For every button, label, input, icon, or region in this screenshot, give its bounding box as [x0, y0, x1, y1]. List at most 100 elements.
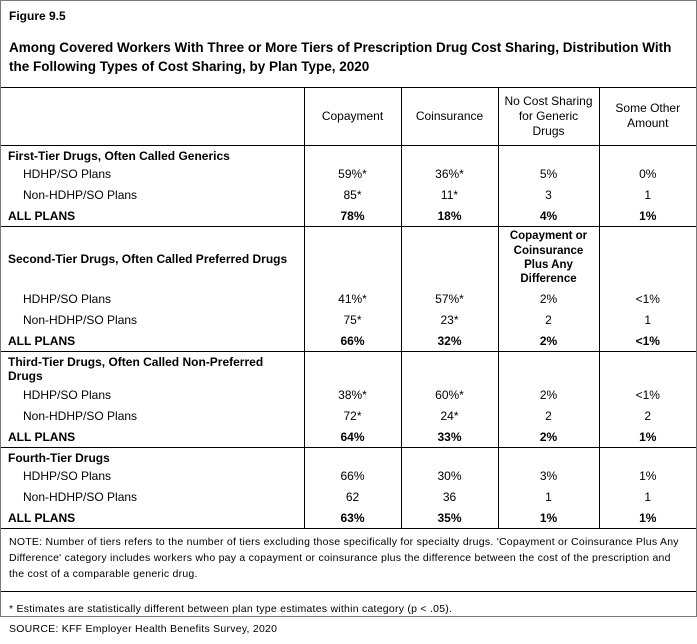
notes-divider: [1, 590, 696, 592]
empty-cell: [303, 447, 401, 466]
row-label: Non-HDHP/SO Plans: [23, 188, 138, 203]
cell-value: 72*: [303, 405, 401, 427]
section-header-row: Fourth-Tier Drugs: [1, 447, 696, 466]
section-header-row: First-Tier Drugs, Often Called Generics: [1, 145, 696, 164]
page-title: Among Covered Workers With Three or More…: [9, 40, 672, 74]
cell-value: 1%: [598, 426, 696, 448]
table-row: HDHP/SO Plans 41%* 57%* 2% <1%: [1, 288, 696, 310]
table-body: First-Tier Drugs, Often Called Generics H…: [1, 145, 696, 530]
table-row: ALL PLANS 66% 32% 2% <1%: [1, 330, 696, 353]
cell-value: 2: [497, 309, 599, 331]
cell-value: 24*: [400, 405, 498, 427]
table-row: Non-HDHP/SO Plans 85* 11* 3 1: [1, 184, 696, 206]
cell-value: 60%*: [400, 384, 498, 406]
cell-value: 66%: [303, 465, 401, 487]
cell-value: 1: [598, 486, 696, 508]
cell-value: 38%*: [303, 384, 401, 406]
empty-cell: [400, 351, 498, 385]
table-row: HDHP/SO Plans 66% 30% 3% 1%: [1, 465, 696, 487]
cell-value: 35%: [400, 507, 498, 530]
column-header-row: Copayment Coinsurance No Cost Sharing fo…: [1, 87, 696, 146]
cell-value: 32%: [400, 330, 498, 353]
asterisk-note: * Estimates are statistically different …: [9, 602, 453, 615]
cell-value: 36%*: [400, 163, 498, 185]
row-label: Non-HDHP/SO Plans: [23, 490, 138, 505]
cell-value: 1: [598, 309, 696, 331]
title-block: Figure 9.5 Among Covered Workers With Th…: [1, 1, 696, 87]
figure-label: Figure 9.5: [9, 9, 66, 23]
cell-value: 75*: [303, 309, 401, 331]
cell-value: <1%: [598, 384, 696, 406]
empty-cell: [303, 226, 401, 289]
table-row: HDHP/SO Plans 59%* 36%* 5% 0%: [1, 163, 696, 185]
cell-value: 4%: [497, 205, 599, 228]
cell-value: 2%: [497, 384, 599, 406]
section-subheader: Copayment or Coinsurance Plus Any Differ…: [497, 226, 599, 289]
table-row: Non-HDHP/SO Plans 72* 24* 2 2: [1, 405, 696, 427]
table-row: Non-HDHP/SO Plans 62 36 1 1: [1, 486, 696, 508]
row-label: HDHP/SO Plans: [23, 167, 112, 182]
empty-cell: [400, 447, 498, 466]
cell-value: 59%*: [303, 163, 401, 185]
section-title: First-Tier Drugs, Often Called Generics: [8, 148, 230, 163]
cell-value: 30%: [400, 465, 498, 487]
corner-cell: [1, 87, 304, 146]
cell-value: 33%: [400, 426, 498, 448]
empty-cell: [598, 447, 696, 466]
section-header-row: Third-Tier Drugs, Often Called Non-Prefe…: [1, 351, 696, 385]
row-label: HDHP/SO Plans: [23, 469, 112, 484]
cell-value: 63%: [303, 507, 401, 530]
row-label: Non-HDHP/SO Plans: [23, 313, 138, 328]
cell-value: <1%: [598, 288, 696, 310]
cell-value: 1%: [598, 205, 696, 228]
empty-cell: [598, 351, 696, 385]
cell-value: 3: [497, 184, 599, 206]
cell-value: 41%*: [303, 288, 401, 310]
footnotes-block: NOTE: Number of tiers refers to the numb…: [1, 529, 696, 644]
cell-value: 85*: [303, 184, 401, 206]
cell-value: 62: [303, 486, 401, 508]
table-row: HDHP/SO Plans 38%* 60%* 2% <1%: [1, 384, 696, 406]
cell-value: 18%: [400, 205, 498, 228]
source-line: SOURCE: KFF Employer Health Benefits Sur…: [9, 623, 278, 636]
cell-value: 23*: [400, 309, 498, 331]
row-label: ALL PLANS: [1, 507, 304, 530]
cost-sharing-table: Copayment Coinsurance No Cost Sharing fo…: [1, 86, 696, 530]
cell-value: 2%: [497, 426, 599, 448]
cell-value: 1%: [598, 507, 696, 530]
table-row: ALL PLANS 64% 33% 2% 1%: [1, 426, 696, 448]
column-header-coinsurance: Coinsurance: [400, 87, 498, 146]
cell-value: 66%: [303, 330, 401, 353]
cell-value: 1%: [497, 507, 599, 530]
cell-value: 3%: [497, 465, 599, 487]
table-row: ALL PLANS 63% 35% 1% 1%: [1, 507, 696, 530]
empty-cell: [400, 145, 498, 164]
cell-value: 78%: [303, 205, 401, 228]
row-label: HDHP/SO Plans: [23, 387, 112, 402]
empty-cell: [497, 351, 599, 385]
cell-value: 5%: [497, 163, 599, 185]
section-title: Fourth-Tier Drugs: [8, 450, 110, 465]
table-row: ALL PLANS 78% 18% 4% 1%: [1, 205, 696, 228]
cell-value: 2: [497, 405, 599, 427]
section-title: Third-Tier Drugs, Often Called Non-Prefe…: [8, 355, 264, 384]
row-label: ALL PLANS: [1, 426, 304, 448]
cell-value: 1%: [598, 465, 696, 487]
cell-value: 11*: [400, 184, 498, 206]
cell-value: 2%: [497, 288, 599, 310]
cell-value: 1: [598, 184, 696, 206]
empty-cell: [497, 145, 599, 164]
empty-cell: [497, 447, 599, 466]
empty-cell: [598, 145, 696, 164]
column-header-no-cost-sharing: No Cost Sharing for Generic Drugs: [497, 87, 599, 146]
empty-cell: [400, 226, 498, 289]
section-header-row: Second-Tier Drugs, Often Called Preferre…: [1, 226, 696, 289]
cell-value: 64%: [303, 426, 401, 448]
row-label: ALL PLANS: [1, 330, 304, 353]
note-text: NOTE: Number of tiers refers to the numb…: [9, 536, 679, 580]
cell-value: 2: [598, 405, 696, 427]
row-label: ALL PLANS: [1, 205, 304, 228]
column-header-some-other-amount: Some Other Amount: [598, 87, 696, 146]
column-header-copayment: Copayment: [303, 87, 401, 146]
